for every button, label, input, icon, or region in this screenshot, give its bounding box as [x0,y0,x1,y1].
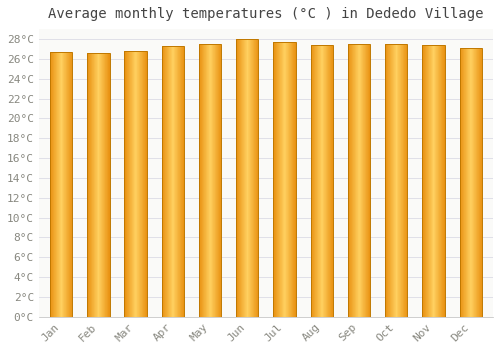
Bar [422,45,444,317]
Bar [50,52,72,317]
Bar [162,46,184,317]
Title: Average monthly temperatures (°C ) in Dededo Village: Average monthly temperatures (°C ) in De… [48,7,484,21]
Bar [199,44,222,317]
Bar [460,48,482,317]
Bar [274,42,295,317]
Bar [385,44,407,317]
Bar [348,44,370,317]
Bar [310,45,333,317]
Bar [87,53,110,317]
Bar [124,51,147,317]
Bar [236,39,258,317]
